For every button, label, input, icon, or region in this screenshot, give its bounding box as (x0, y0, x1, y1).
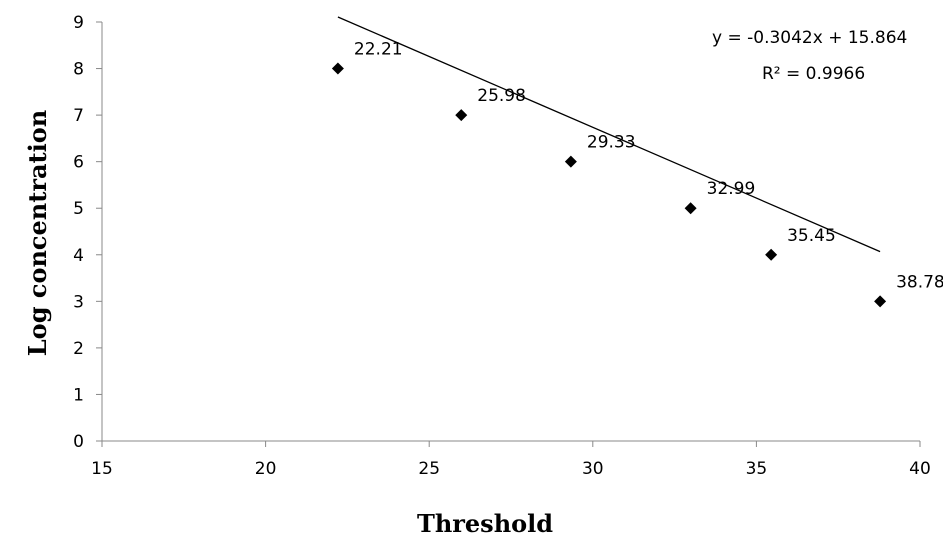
data-labels: 22.21 25.98 29.33 32.99 35.45 38.78 (354, 40, 943, 293)
x-tick-label: 35 (746, 459, 768, 479)
data-point (564, 155, 577, 168)
x-axis-title: Threshold (417, 509, 553, 538)
y-tick-label: 8 (73, 60, 84, 80)
y-tick-label: 3 (73, 292, 84, 312)
x-tick-label: 40 (909, 459, 931, 479)
y-tick-label: 7 (73, 106, 84, 126)
trendline-r-squared: R² = 0.9966 (762, 64, 865, 84)
trendline (337, 16, 881, 253)
data-point (765, 248, 778, 261)
y-tick-label: 6 (73, 153, 84, 173)
y-tick-label: 9 (73, 13, 84, 33)
trendline-group (337, 16, 881, 253)
data-points (331, 62, 887, 308)
y-tick-label: 4 (73, 246, 84, 266)
y-tick-label: 1 (73, 385, 84, 405)
data-point (455, 109, 468, 122)
x-tick-label: 30 (582, 459, 604, 479)
x-tick-label: 20 (255, 459, 277, 479)
data-label: 35.45 (787, 226, 836, 246)
y-tick-label: 5 (73, 199, 84, 219)
axes: 0 1 2 3 4 5 6 7 8 9 15 20 25 30 35 40 (73, 13, 931, 479)
data-point (331, 62, 344, 75)
y-tick-label: 0 (73, 432, 84, 452)
data-label: 38.78 (896, 272, 943, 292)
data-point (874, 295, 887, 308)
trendline-equation: y = -0.3042x + 15.864 (712, 28, 907, 48)
data-label: 25.98 (477, 86, 526, 106)
y-axis-title: Log concentration (23, 110, 52, 356)
data-label: 32.99 (707, 179, 756, 199)
y-tick-label: 2 (73, 339, 84, 359)
data-label: 22.21 (354, 40, 403, 60)
x-tick-label: 15 (91, 459, 113, 479)
data-point (684, 202, 697, 215)
data-label: 29.33 (587, 133, 636, 153)
x-tick-label: 25 (418, 459, 440, 479)
